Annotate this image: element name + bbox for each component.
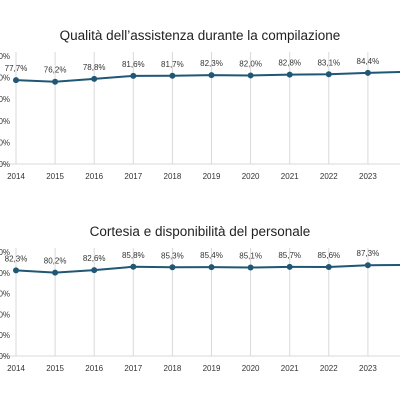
- data-point-2014: [13, 267, 19, 274]
- x-tick-label-2021: 2021: [281, 172, 299, 181]
- chart-cortesia: 0% 0% 0% 0% 0% 0% 2014 2015 2016 2017 2018 2019 2020…: [0, 248, 400, 373]
- data-point-2016: [91, 267, 98, 274]
- x-tick-label-2022: 2022: [320, 172, 338, 181]
- x-tick-label-2018: 2018: [164, 364, 182, 373]
- data-label-2014: 77,7%: [5, 64, 28, 73]
- data-label-2018: 81,7%: [161, 60, 184, 69]
- data-label-2020: 85,1%: [239, 251, 262, 260]
- data-label-2021: 82,8%: [278, 59, 301, 68]
- y-tick-label: 0%: [0, 290, 10, 299]
- data-label-2022: 85,6%: [317, 251, 340, 260]
- data-point-2015: [52, 78, 59, 85]
- data-label-2022: 83,1%: [317, 58, 340, 67]
- y-tick-label: 0%: [0, 95, 10, 104]
- data-point-2021: [286, 263, 293, 270]
- y-tick-label: 0%: [0, 138, 10, 147]
- y-tick-label: 0%: [0, 331, 10, 340]
- x-tick-label-2018: 2018: [164, 172, 182, 181]
- x-tick-label-2015: 2015: [46, 172, 64, 181]
- chart-title-assistenza: Qualità dell’assistenza durante la compi…: [59, 28, 341, 43]
- x-tick-label-2017: 2017: [124, 364, 142, 373]
- data-point-2014: [13, 77, 19, 84]
- chart-title-cortesia: Cortesia e disponibilità del personale: [89, 224, 311, 239]
- x-tick-label-2014: 2014: [7, 172, 25, 181]
- data-point-2022: [325, 263, 332, 270]
- y-tick-label: 0%: [0, 248, 10, 257]
- data-label-2015: 80,2%: [44, 257, 67, 266]
- x-tick-label-2016: 2016: [85, 172, 103, 181]
- x-tick-label-2023: 2023: [359, 364, 377, 373]
- x-tick-label-2023: 2023: [359, 172, 377, 181]
- data-label-2017: 81,6%: [122, 60, 145, 69]
- data-point-2017: [130, 72, 137, 79]
- x-tick-label-2016: 2016: [85, 364, 103, 373]
- data-label-2021: 85,7%: [278, 251, 301, 260]
- data-point-2021: [286, 71, 293, 78]
- y-tick-label: 0%: [0, 160, 10, 169]
- data-point-2022: [325, 71, 332, 78]
- x-tick-label-2022: 2022: [320, 364, 338, 373]
- data-label-2014: 82,3%: [5, 254, 28, 263]
- data-label-2023: 87,3%: [357, 249, 380, 258]
- series-line-assistenza: [15, 71, 400, 83]
- x-tick-label-2017: 2017: [124, 172, 142, 181]
- data-point-2015: [52, 269, 59, 276]
- x-tick-label-2020: 2020: [242, 172, 260, 181]
- data-label-2017: 85,8%: [122, 251, 145, 260]
- data-point-2017: [130, 263, 137, 270]
- y-tick-label: 0%: [0, 74, 10, 83]
- data-point-2023: [364, 69, 371, 76]
- x-tick-label-2014: 2014: [7, 364, 25, 373]
- y-tick-label: 0%: [0, 117, 10, 126]
- data-point-2020: [247, 264, 254, 271]
- chart-assistenza: 0% 0% 0% 0% 0% 0% 2014 2015 2016 2017 2018 2019 2020…: [0, 52, 400, 181]
- data-label-2023: 84,4%: [357, 57, 380, 66]
- data-point-2020: [247, 72, 254, 79]
- data-label-2019: 82,3%: [200, 59, 223, 68]
- y-tick-label: 0%: [0, 269, 10, 278]
- y-tick-label: 0%: [0, 310, 10, 319]
- x-tick-label-2021: 2021: [281, 364, 299, 373]
- x-tick-label-2020: 2020: [242, 364, 260, 373]
- data-point-2019: [208, 264, 215, 271]
- data-point-2023: [364, 262, 371, 269]
- data-label-2016: 78,8%: [83, 63, 106, 72]
- x-tick-label-2015: 2015: [46, 364, 64, 373]
- x-tick-label-2019: 2019: [203, 172, 221, 181]
- data-label-2020: 82,0%: [239, 59, 262, 68]
- y-tick-label: 0%: [0, 352, 10, 361]
- data-point-2018: [169, 264, 176, 271]
- data-label-2019: 85,4%: [200, 251, 223, 260]
- data-point-2016: [91, 75, 98, 82]
- y-tick-label: 0%: [0, 52, 10, 61]
- x-tick-label-2019: 2019: [203, 364, 221, 373]
- data-point-2019: [208, 72, 215, 79]
- data-label-2016: 82,6%: [83, 254, 106, 263]
- data-label-2015: 76,2%: [44, 66, 67, 75]
- data-label-2018: 85,3%: [161, 251, 184, 260]
- data-point-2018: [169, 72, 176, 79]
- series-line-cortesia: [15, 264, 400, 274]
